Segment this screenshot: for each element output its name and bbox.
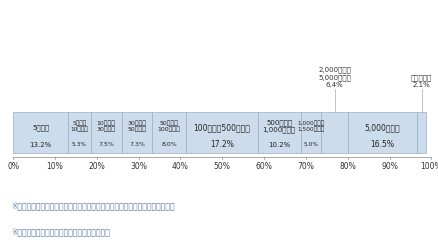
Bar [68, 112, 91, 153]
Text: 5人未満: 5人未満 [32, 124, 49, 131]
Text: 5,000人以上: 5,000人以上 [365, 123, 401, 132]
Text: 60%: 60% [256, 162, 272, 171]
Text: 90%: 90% [381, 162, 398, 171]
Text: 30人以上
50人未満: 30人以上 50人未満 [127, 120, 147, 132]
Text: 10%: 10% [46, 162, 64, 171]
Bar [122, 112, 152, 153]
Text: 0%: 0% [7, 162, 19, 171]
Text: 80%: 80% [339, 162, 356, 171]
Text: 500人以上
1,000人未満: 500人以上 1,000人未満 [263, 119, 296, 133]
Text: 10.2%: 10.2% [268, 142, 290, 148]
Text: （単一回答、n=1,030）: （単一回答、n=1,030） [134, 11, 223, 21]
Text: 16.5%: 16.5% [371, 140, 395, 150]
Bar [300, 112, 321, 153]
Text: 30%: 30% [130, 162, 147, 171]
Bar [13, 112, 68, 153]
Bar [348, 112, 417, 153]
Text: わからない
2.1%: わからない 2.1% [411, 74, 432, 88]
Text: 20%: 20% [88, 162, 105, 171]
Text: 50人以上
100人未満: 50人以上 100人未満 [158, 120, 180, 132]
Bar [258, 112, 300, 153]
Text: 10人以上
30人未満: 10人以上 30人未満 [97, 120, 116, 132]
Text: 70%: 70% [297, 162, 314, 171]
Text: 40%: 40% [172, 162, 189, 171]
Text: 100%: 100% [420, 162, 438, 171]
Text: 5.0%: 5.0% [304, 143, 318, 148]
Text: 100人以上500人未満: 100人以上500人未満 [194, 123, 250, 132]
Text: ※従業員にはパート・アルバイト等は含まない: ※従業員にはパート・アルバイト等は含まない [11, 227, 110, 236]
Text: 2,000人以上
5,000人未満
6.4%: 2,000人以上 5,000人未満 6.4% [318, 66, 351, 88]
Text: 勤務先の従業員数: 勤務先の従業員数 [5, 10, 69, 23]
Bar [152, 112, 186, 153]
Text: ※会社や官公庁・団体全体（本社・支社・営業所などを合わせた）の従業員数: ※会社や官公庁・団体全体（本社・支社・営業所などを合わせた）の従業員数 [11, 202, 175, 211]
Bar [321, 112, 348, 153]
Text: 8.0%: 8.0% [161, 143, 177, 148]
Text: 50%: 50% [214, 162, 231, 171]
Text: 13.2%: 13.2% [30, 142, 52, 148]
Text: 7.5%: 7.5% [98, 143, 114, 148]
Text: 5.3%: 5.3% [72, 143, 87, 148]
Text: 5人以上
10人未満: 5人以上 10人未満 [71, 120, 88, 132]
Bar [91, 112, 122, 153]
Bar [186, 112, 258, 153]
Text: 17.2%: 17.2% [210, 140, 234, 150]
Bar [417, 112, 426, 153]
Text: 7.3%: 7.3% [129, 143, 145, 148]
Text: 1,000人以上
1,500人未満: 1,000人以上 1,500人未満 [297, 120, 325, 132]
